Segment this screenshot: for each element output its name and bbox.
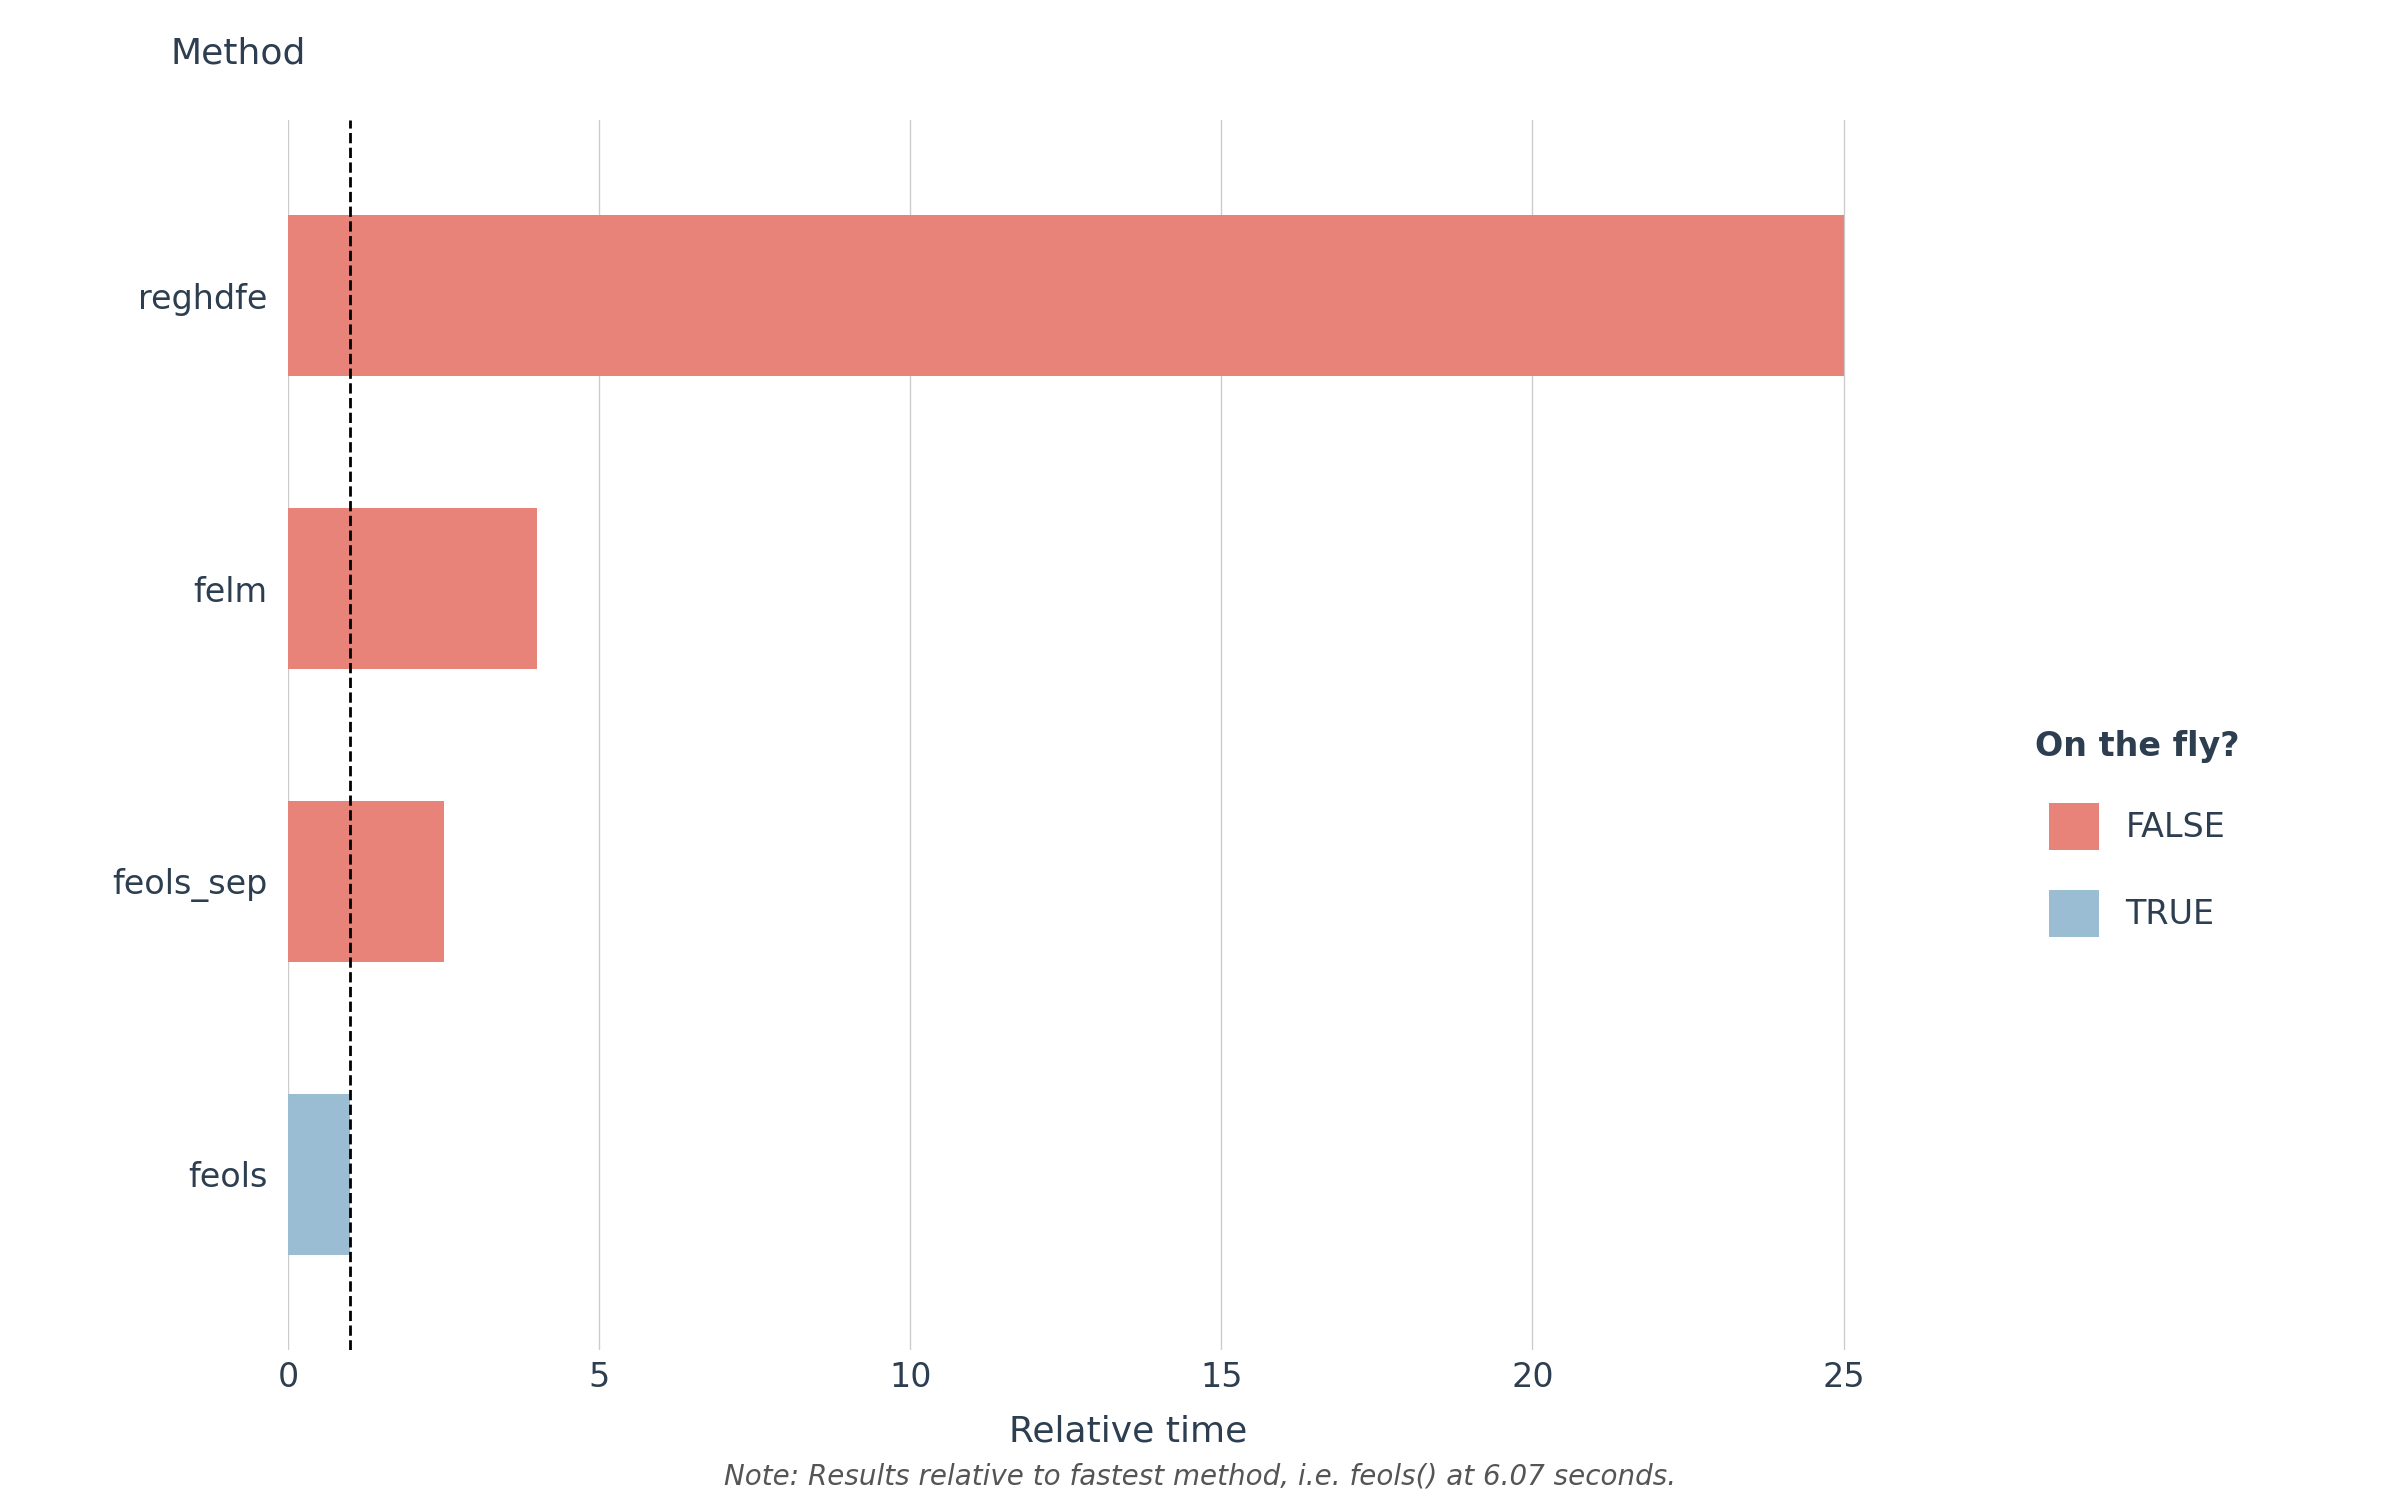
Text: Method: Method [170,38,305,70]
Text: Note: Results relative to fastest method, i.e. feols() at 6.07 seconds.: Note: Results relative to fastest method… [725,1462,1675,1491]
Bar [288,801,444,962]
Legend: FALSE, TRUE: FALSE, TRUE [2002,696,2273,970]
X-axis label: Relative time: Relative time [1008,1414,1248,1449]
Bar [288,1094,350,1256]
Bar [288,509,538,669]
Bar [288,214,1843,376]
